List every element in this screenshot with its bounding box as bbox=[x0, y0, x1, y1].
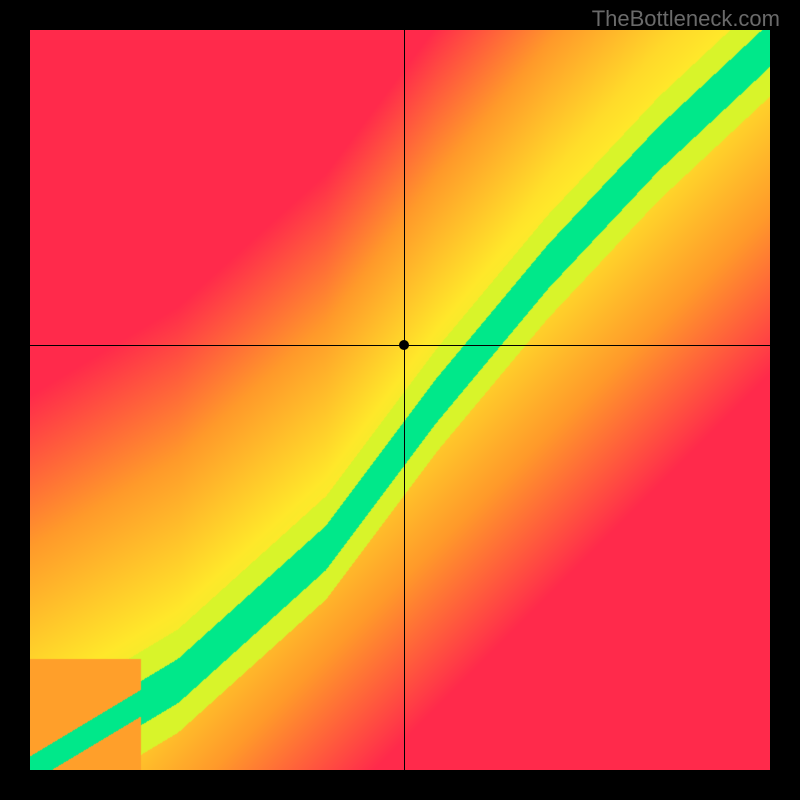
crosshair-vertical bbox=[404, 30, 405, 770]
crosshair-marker bbox=[399, 340, 409, 350]
heatmap-canvas bbox=[30, 30, 770, 770]
bottleneck-heatmap bbox=[30, 30, 770, 770]
watermark-text: TheBottleneck.com bbox=[592, 6, 780, 32]
